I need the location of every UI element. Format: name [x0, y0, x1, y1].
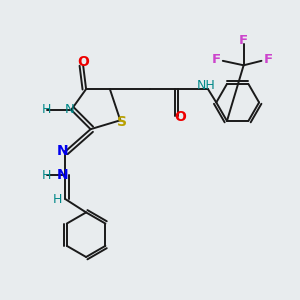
Text: N: N: [64, 103, 74, 116]
Text: N: N: [56, 145, 68, 158]
Text: NH: NH: [197, 79, 216, 92]
Text: S: S: [117, 115, 127, 129]
Text: F: F: [212, 53, 221, 66]
Text: H: H: [41, 103, 51, 116]
Text: N: N: [56, 168, 68, 182]
Text: H: H: [52, 193, 62, 206]
Text: H: H: [41, 169, 51, 182]
Text: F: F: [239, 34, 248, 47]
Text: O: O: [174, 110, 186, 124]
Text: F: F: [263, 53, 273, 66]
Text: O: O: [77, 55, 89, 69]
